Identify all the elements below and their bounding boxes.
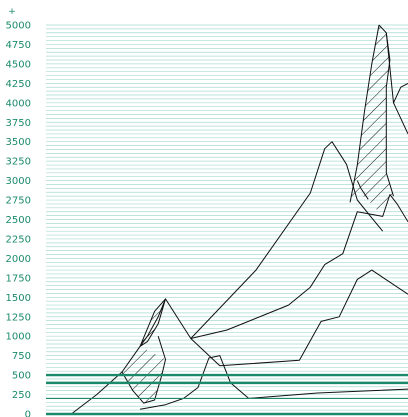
y-axis-marker: +: [8, 7, 16, 17]
terrain-lines: [70, 24, 408, 415]
terrain-line: [70, 269, 408, 415]
terrain-line: [121, 336, 166, 404]
terrain-line: [190, 141, 384, 339]
y-tick-label: 250: [12, 390, 31, 401]
y-tick-label: 3500: [6, 137, 31, 148]
terrain-line: [385, 32, 394, 197]
y-tick-label: 4750: [6, 40, 31, 51]
y-tick-label: 4500: [6, 59, 31, 70]
y-tick-label: 2500: [6, 215, 31, 226]
y-tick-label: 1750: [6, 273, 31, 284]
y-tick-labels: 0 250 500 750 1000 1250 1500 1750 2000 2250 2500 27…: [6, 21, 31, 417]
emphasized-gridlines: [46, 373, 408, 416]
y-tick-label: 3750: [6, 118, 31, 129]
hatched-region: [140, 298, 166, 347]
terrain-line: [393, 102, 408, 135]
y-tick-label: 3000: [6, 176, 31, 187]
y-tick-label: 2250: [6, 234, 31, 245]
hatched-region: [350, 25, 394, 217]
y-tick-label: 500: [12, 371, 31, 382]
y-tick-label: 4000: [6, 98, 31, 109]
y-tick-label: 750: [12, 351, 31, 362]
y-tick-label: 0: [25, 410, 31, 417]
y-tick-label: 1250: [6, 312, 31, 323]
grid-lines: [46, 24, 408, 415]
y-tick-label: 4250: [6, 79, 31, 90]
y-tick-label: 2000: [6, 254, 31, 265]
terrain-line: [190, 194, 408, 339]
terrain-line: [140, 355, 408, 410]
y-tick-label: 3250: [6, 157, 31, 168]
y-tick-label: 1500: [6, 293, 31, 304]
hatched-regions: [122, 25, 394, 404]
y-tick-label: 5000: [6, 21, 31, 32]
y-tick-label: 2750: [6, 196, 31, 207]
terrain-line: [349, 24, 380, 203]
y-tick-label: 1000: [6, 332, 31, 343]
terrain-line: [356, 180, 369, 200]
terrain-line: [139, 298, 166, 347]
